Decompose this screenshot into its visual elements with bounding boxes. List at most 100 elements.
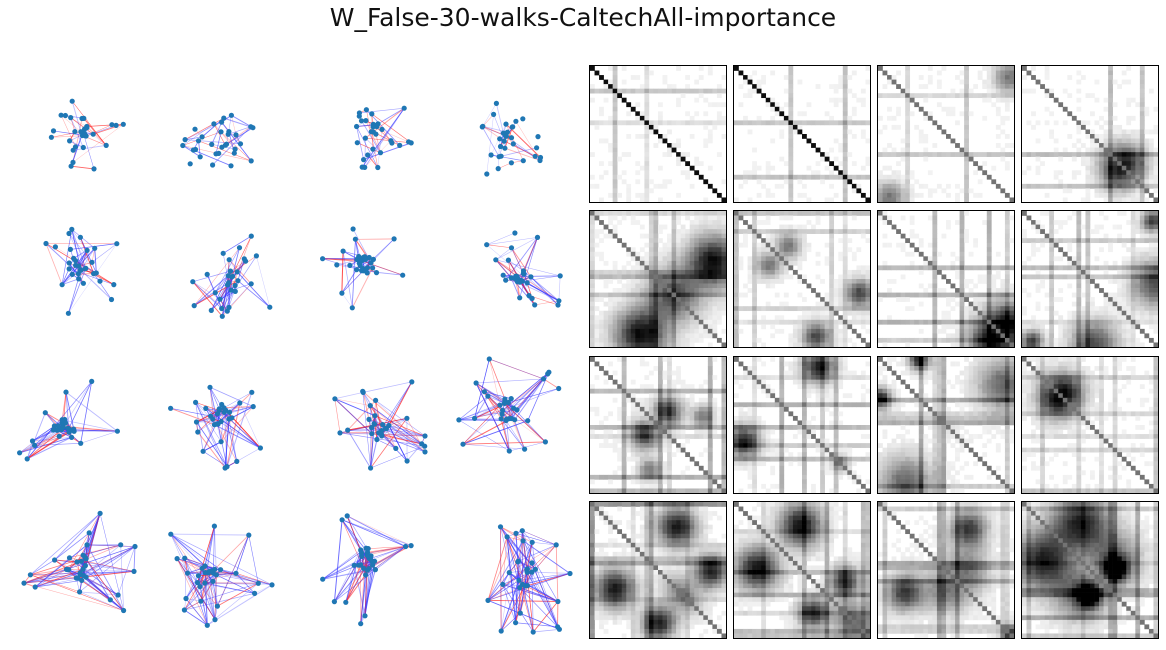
graph-edge xyxy=(204,572,216,620)
matrix-cell xyxy=(626,288,632,293)
matrix-cell xyxy=(959,260,965,266)
matrix-cell xyxy=(932,310,938,316)
matrix-cell xyxy=(842,75,848,80)
matrix-cell xyxy=(1139,192,1145,198)
matrix-cell xyxy=(635,220,641,225)
matrix-cell xyxy=(639,279,645,284)
matrix-cell xyxy=(676,337,681,343)
matrix-cell xyxy=(824,328,830,334)
graph-edge xyxy=(197,525,215,583)
matrix-cell xyxy=(851,279,857,284)
matrix-cell xyxy=(680,247,686,253)
graph-node xyxy=(545,371,551,377)
graph-edge xyxy=(176,558,208,626)
graph-edge xyxy=(204,582,208,626)
graph-edge xyxy=(374,415,378,440)
graph-node xyxy=(42,410,48,416)
matrix-cell xyxy=(847,288,853,293)
matrix-cell xyxy=(612,319,618,325)
graph-node xyxy=(200,448,206,454)
matrix-cell xyxy=(842,134,848,139)
matrix-cell xyxy=(1121,129,1127,135)
matrix-cell xyxy=(829,319,835,325)
graph-edge xyxy=(196,418,213,423)
matrix-cell xyxy=(630,319,636,325)
matrix-cell xyxy=(676,251,681,257)
matrix-cell xyxy=(648,211,654,216)
matrix-cell xyxy=(765,229,771,234)
matrix-cell xyxy=(689,242,695,248)
matrix-cell xyxy=(612,106,618,112)
matrix-cell xyxy=(667,265,672,271)
graph-node xyxy=(344,513,350,519)
matrix-cell xyxy=(946,319,951,325)
matrix-cell xyxy=(644,328,650,334)
matrix-cell xyxy=(1000,283,1006,289)
graph-edge xyxy=(532,542,557,546)
matrix-cell xyxy=(653,310,659,316)
matrix-cell xyxy=(648,129,654,135)
graph-edge xyxy=(217,582,259,607)
matrix-cell xyxy=(676,328,681,334)
matrix-cell xyxy=(900,265,906,271)
matrix-cell xyxy=(1121,165,1127,171)
matrix-cell xyxy=(756,120,762,126)
matrix-cell xyxy=(1009,328,1014,334)
graph-edge xyxy=(213,526,215,574)
matrix-cell xyxy=(982,342,988,347)
matrix-cell xyxy=(932,324,938,330)
matrix-cell xyxy=(986,324,992,330)
graph-node xyxy=(499,411,505,417)
graph-node xyxy=(520,268,527,274)
matrix-cell xyxy=(1067,75,1073,80)
matrix-cell xyxy=(995,328,1001,334)
matrix-cell xyxy=(608,143,613,148)
graph-edge xyxy=(184,572,206,611)
network-graph-r2c1 xyxy=(12,209,140,347)
matrix-cell xyxy=(594,211,600,216)
matrix-cell xyxy=(842,93,848,99)
graph-node xyxy=(226,129,232,135)
matrix-cell xyxy=(1076,124,1082,130)
matrix-cell xyxy=(590,265,595,271)
matrix-cell xyxy=(662,251,668,257)
matrix-cell xyxy=(644,111,650,117)
matrix-cell xyxy=(815,260,821,266)
matrix-cell xyxy=(788,138,794,144)
graph-edge xyxy=(223,412,228,467)
matrix-cell xyxy=(941,324,947,330)
matrix-cell xyxy=(599,292,604,298)
matrix-cell xyxy=(977,310,983,316)
matrix-cell xyxy=(923,111,929,117)
graph-edge xyxy=(54,513,101,561)
matrix-cell xyxy=(703,143,709,148)
matrix-cell xyxy=(955,324,960,330)
matrix-cell xyxy=(847,324,853,330)
graph-edge xyxy=(518,544,557,562)
matrix-cell xyxy=(779,279,785,284)
graph-node xyxy=(92,245,98,251)
matrix-cell xyxy=(734,256,739,262)
matrix-cell xyxy=(1139,161,1145,167)
matrix-cell xyxy=(1135,188,1141,194)
graph-node xyxy=(208,568,215,574)
matrix-cell xyxy=(1035,120,1041,126)
matrix-cell xyxy=(667,292,672,298)
matrix-cell xyxy=(959,147,965,153)
matrix-cell xyxy=(685,161,691,167)
matrix-cell xyxy=(676,274,681,280)
matrix-cell xyxy=(923,156,929,162)
matrix-cell xyxy=(973,342,979,347)
matrix-cell xyxy=(1004,134,1010,139)
graph-edge xyxy=(381,435,426,453)
matrix-cell xyxy=(743,319,748,325)
graph-node xyxy=(506,448,512,454)
matrix-cell xyxy=(680,310,686,316)
graph-node xyxy=(168,531,174,537)
matrix-cell xyxy=(1108,88,1113,94)
matrix-cell xyxy=(914,292,920,298)
matrix-cell xyxy=(1139,152,1145,157)
matrix-cell xyxy=(783,247,789,253)
matrix-cell xyxy=(838,97,844,103)
matrix-cell xyxy=(932,265,938,271)
